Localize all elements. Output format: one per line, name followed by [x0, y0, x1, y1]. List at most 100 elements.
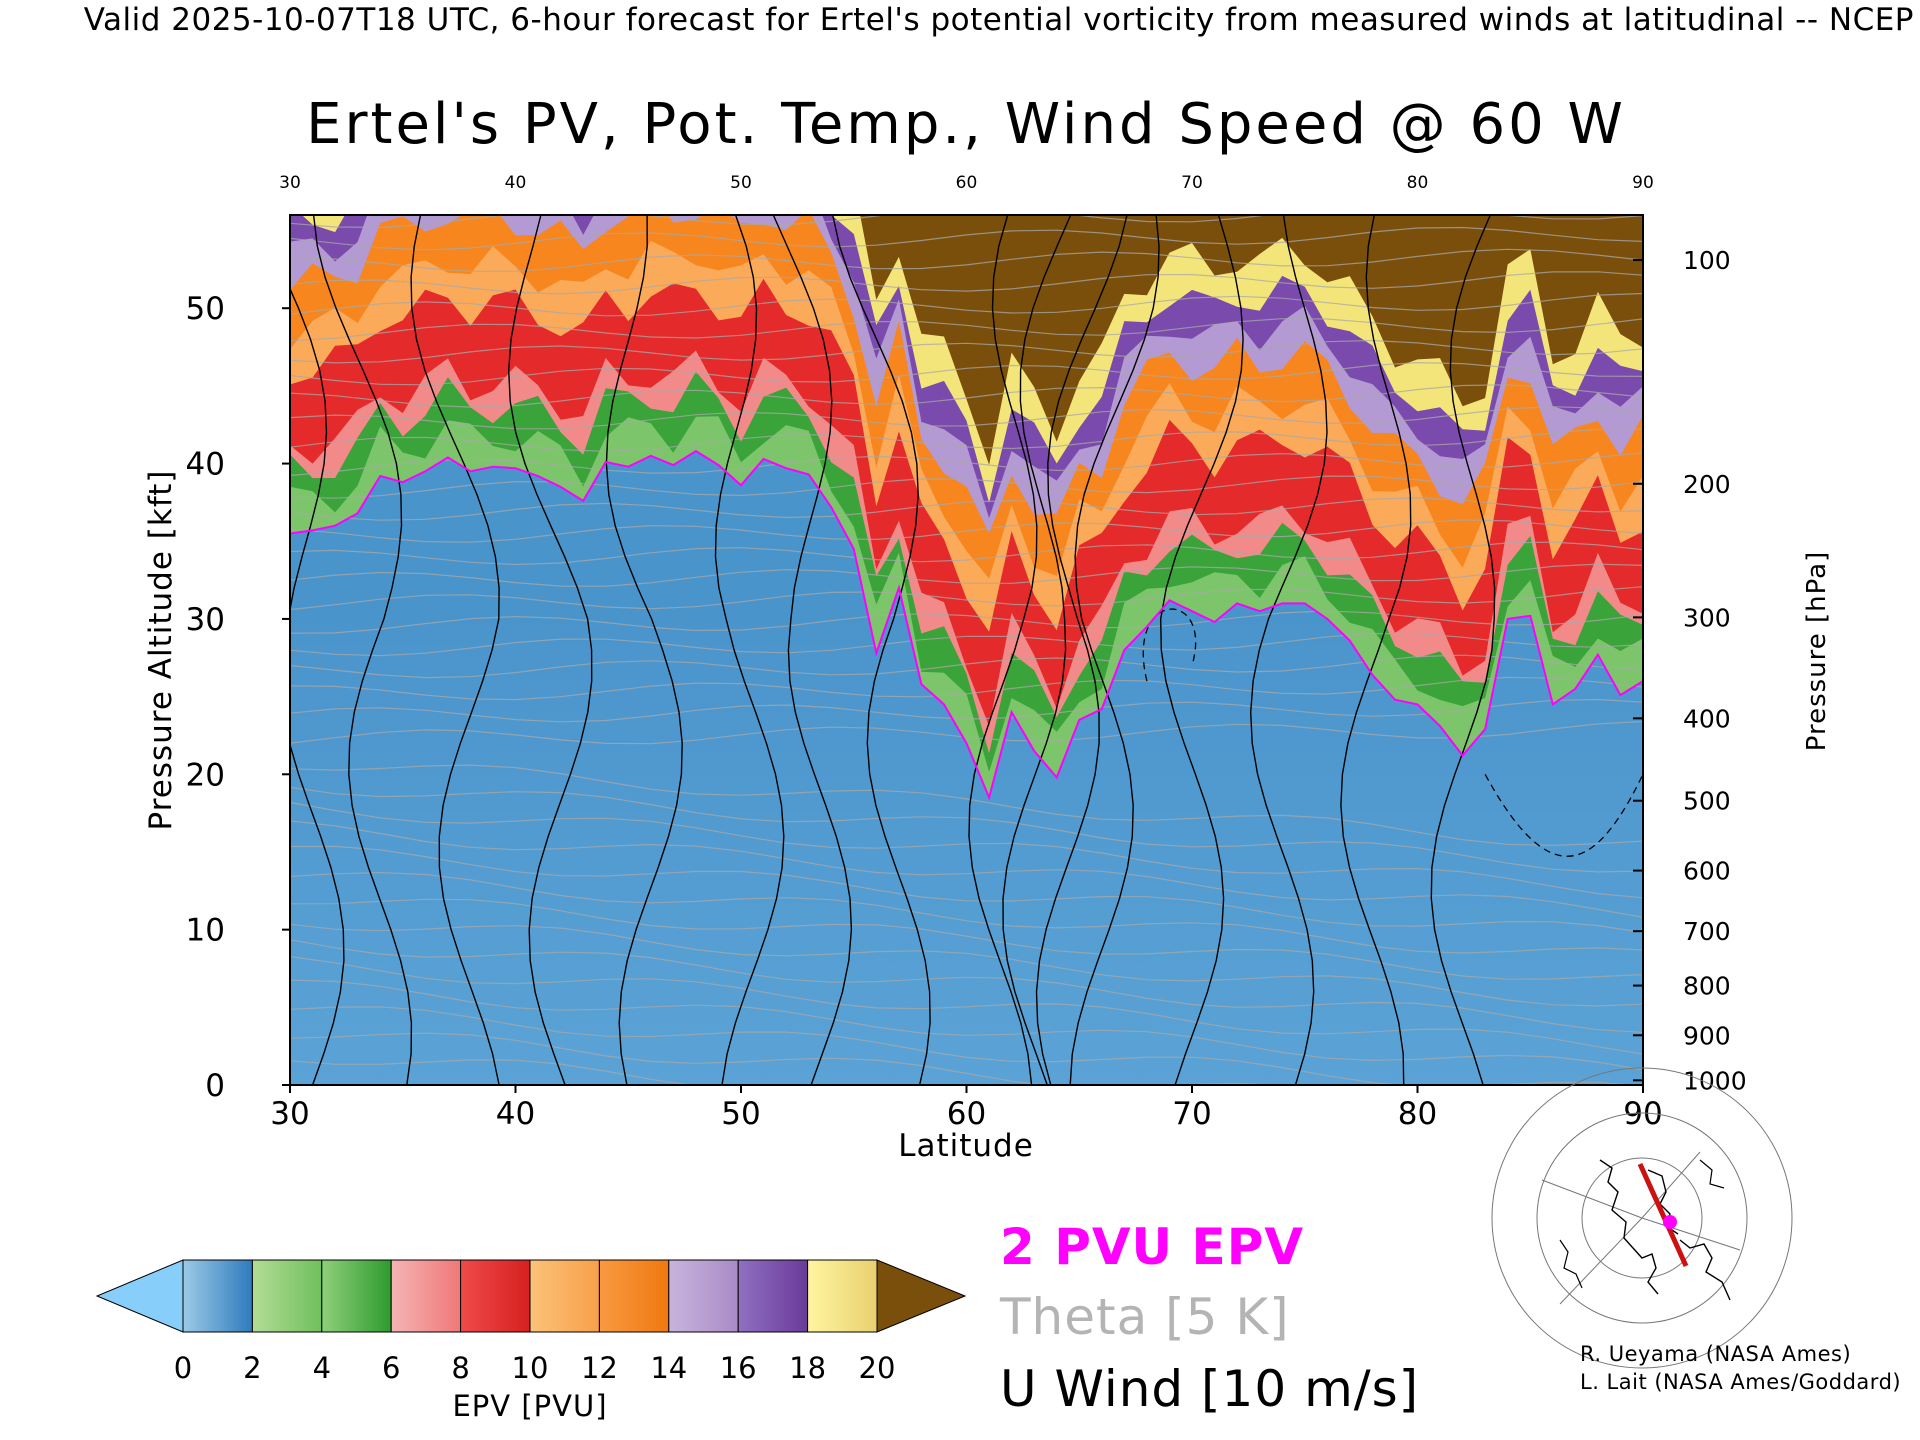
- colorbar-tick-label: 4: [313, 1351, 331, 1385]
- plot-area: [290, 215, 1643, 1085]
- colorbar-bin: [182, 1259, 253, 1333]
- pressure-tick-label: 800: [1683, 972, 1731, 1001]
- theta-contour: [290, 497, 1643, 521]
- uwind-contour: [605, 215, 683, 1085]
- y-tick-label: 40: [186, 447, 225, 483]
- theta-contour: [290, 318, 1643, 342]
- colorbar-bin: [321, 1259, 392, 1333]
- theta-contour: [290, 654, 1643, 679]
- uwind-contour: [1340, 215, 1412, 1085]
- y-tick-label: 30: [186, 602, 225, 638]
- x-tick-label: 40: [496, 1096, 535, 1132]
- x-tick-label-top: 80: [1407, 173, 1429, 193]
- x-tick-label: 80: [1398, 1096, 1437, 1132]
- theta-contour: [290, 339, 1643, 364]
- y-tick-label: 20: [186, 757, 225, 793]
- theta-contour: [290, 384, 1643, 408]
- uwind-contour: [1159, 215, 1244, 1085]
- theta-contour: [290, 541, 1643, 566]
- theta-contour: [290, 586, 1643, 611]
- theta-contour: [290, 956, 1643, 1055]
- legend-2pvu: 2 PVU EPV: [1000, 1218, 1305, 1276]
- theta-contour: [290, 292, 1643, 317]
- x-tick-label-top: 70: [1181, 173, 1203, 193]
- theta-contour: [290, 610, 1643, 634]
- y-tick-label: 0: [205, 1068, 225, 1104]
- theta-contour: [290, 939, 1643, 1033]
- theta-contour: [290, 248, 1643, 273]
- pressure-tick-label: 900: [1683, 1021, 1731, 1050]
- uwind-contour: [1002, 215, 1072, 1085]
- x-tick-label: 30: [270, 1096, 309, 1132]
- colorbar-tick-label: 14: [650, 1351, 687, 1385]
- pressure-tick-label: 600: [1683, 857, 1731, 886]
- y-tick-label: 50: [186, 291, 225, 327]
- colorbar-bin: [251, 1259, 323, 1333]
- uwind-contour: [772, 215, 853, 1085]
- y-axis-label: Pressure Altitude [kft]: [143, 470, 179, 831]
- uwind-contour: [832, 215, 931, 1085]
- x-tick-label-top: 30: [279, 173, 301, 193]
- chart-title: Ertel's PV, Pot. Temp., Wind Speed @ 60 …: [306, 92, 1626, 157]
- colorbar-tick-label: 2: [243, 1351, 261, 1385]
- uwind-contour-negative: [1484, 773, 1643, 857]
- y-tick-label: 10: [186, 913, 225, 949]
- uwind-contour: [1069, 215, 1160, 1085]
- legend-theta: Theta [5 K]: [1000, 1288, 1290, 1346]
- theta-contour: [290, 1059, 924, 1085]
- colorbar-tick-label: 0: [174, 1351, 192, 1385]
- epv-colorbar: 0 2 4 6 8 10 12 14 16 18 20: [95, 1259, 967, 1385]
- legend-uwind: U Wind [10 m/s]: [1000, 1360, 1420, 1418]
- theta-contour: [290, 676, 1643, 701]
- theta-contour: [290, 898, 1643, 980]
- x-tick-label-top: 90: [1632, 173, 1654, 193]
- theta-contour: [290, 871, 1643, 954]
- colorbar-bin: [668, 1259, 739, 1333]
- pressure-tick-label: 500: [1683, 787, 1731, 816]
- theta-contour: [290, 720, 1643, 745]
- header-text: Valid 2025-10-07T18 UTC, 6-hour forecast…: [83, 2, 1914, 38]
- pressure-tick-label: 400: [1683, 704, 1731, 733]
- uwind-contour: [968, 215, 1038, 1085]
- colorbar-bin: [737, 1259, 809, 1333]
- theta-contour: [290, 1032, 1285, 1085]
- colorbar-under-triangle: [95, 1259, 184, 1333]
- uwind-contour: [1249, 215, 1328, 1085]
- theta-contour: [290, 923, 1643, 1007]
- theta-contour: [290, 519, 1643, 543]
- axes: 30 40 50 60 70 80 90 30 40 50 60 70 80 900 10 20 30 40 50 1…: [186, 173, 1747, 1132]
- tropopause-2pvu-line: [290, 449, 1643, 801]
- theta-contour: [290, 428, 1643, 452]
- x-tick-label-top: 40: [505, 173, 527, 193]
- theta-contour: [290, 698, 1643, 723]
- theta-contour: [290, 475, 1643, 499]
- theta-contour: [290, 979, 1643, 1071]
- theta-contour: [290, 801, 1643, 899]
- pressure-tick-label: 100: [1683, 246, 1731, 275]
- colorbar-tick-label: 6: [382, 1351, 400, 1385]
- colorbar-label: EPV [PVU]: [452, 1389, 607, 1423]
- epv-band-9: [860, 215, 1643, 465]
- colorbar-bin: [807, 1259, 878, 1333]
- theta-contour: [290, 1006, 1639, 1085]
- uwind-contour: [507, 215, 593, 1085]
- pressure-tick-label: 1000: [1683, 1066, 1747, 1095]
- uwind-contour: [312, 215, 413, 1085]
- uwind-contour: [410, 215, 500, 1085]
- x-tick-label-top: 60: [956, 173, 978, 193]
- colorbar-tick-label: 8: [451, 1351, 469, 1385]
- theta-contour: [290, 361, 1643, 386]
- colorbar-tick-label: 12: [581, 1351, 618, 1385]
- pressure-tick-label: 300: [1683, 603, 1731, 632]
- theta-contour: [290, 226, 1643, 251]
- theta-contour: [290, 820, 1643, 918]
- uwind-contour: [290, 287, 345, 1085]
- colorbar-bin: [598, 1259, 670, 1333]
- x-tick-label: 70: [1172, 1096, 1211, 1132]
- theta-contour: [290, 632, 1643, 657]
- colorbar-over-triangle: [876, 1259, 967, 1333]
- theta-contour: [290, 452, 1643, 477]
- colorbar-bin: [460, 1259, 531, 1333]
- theta-contour: [290, 271, 1643, 295]
